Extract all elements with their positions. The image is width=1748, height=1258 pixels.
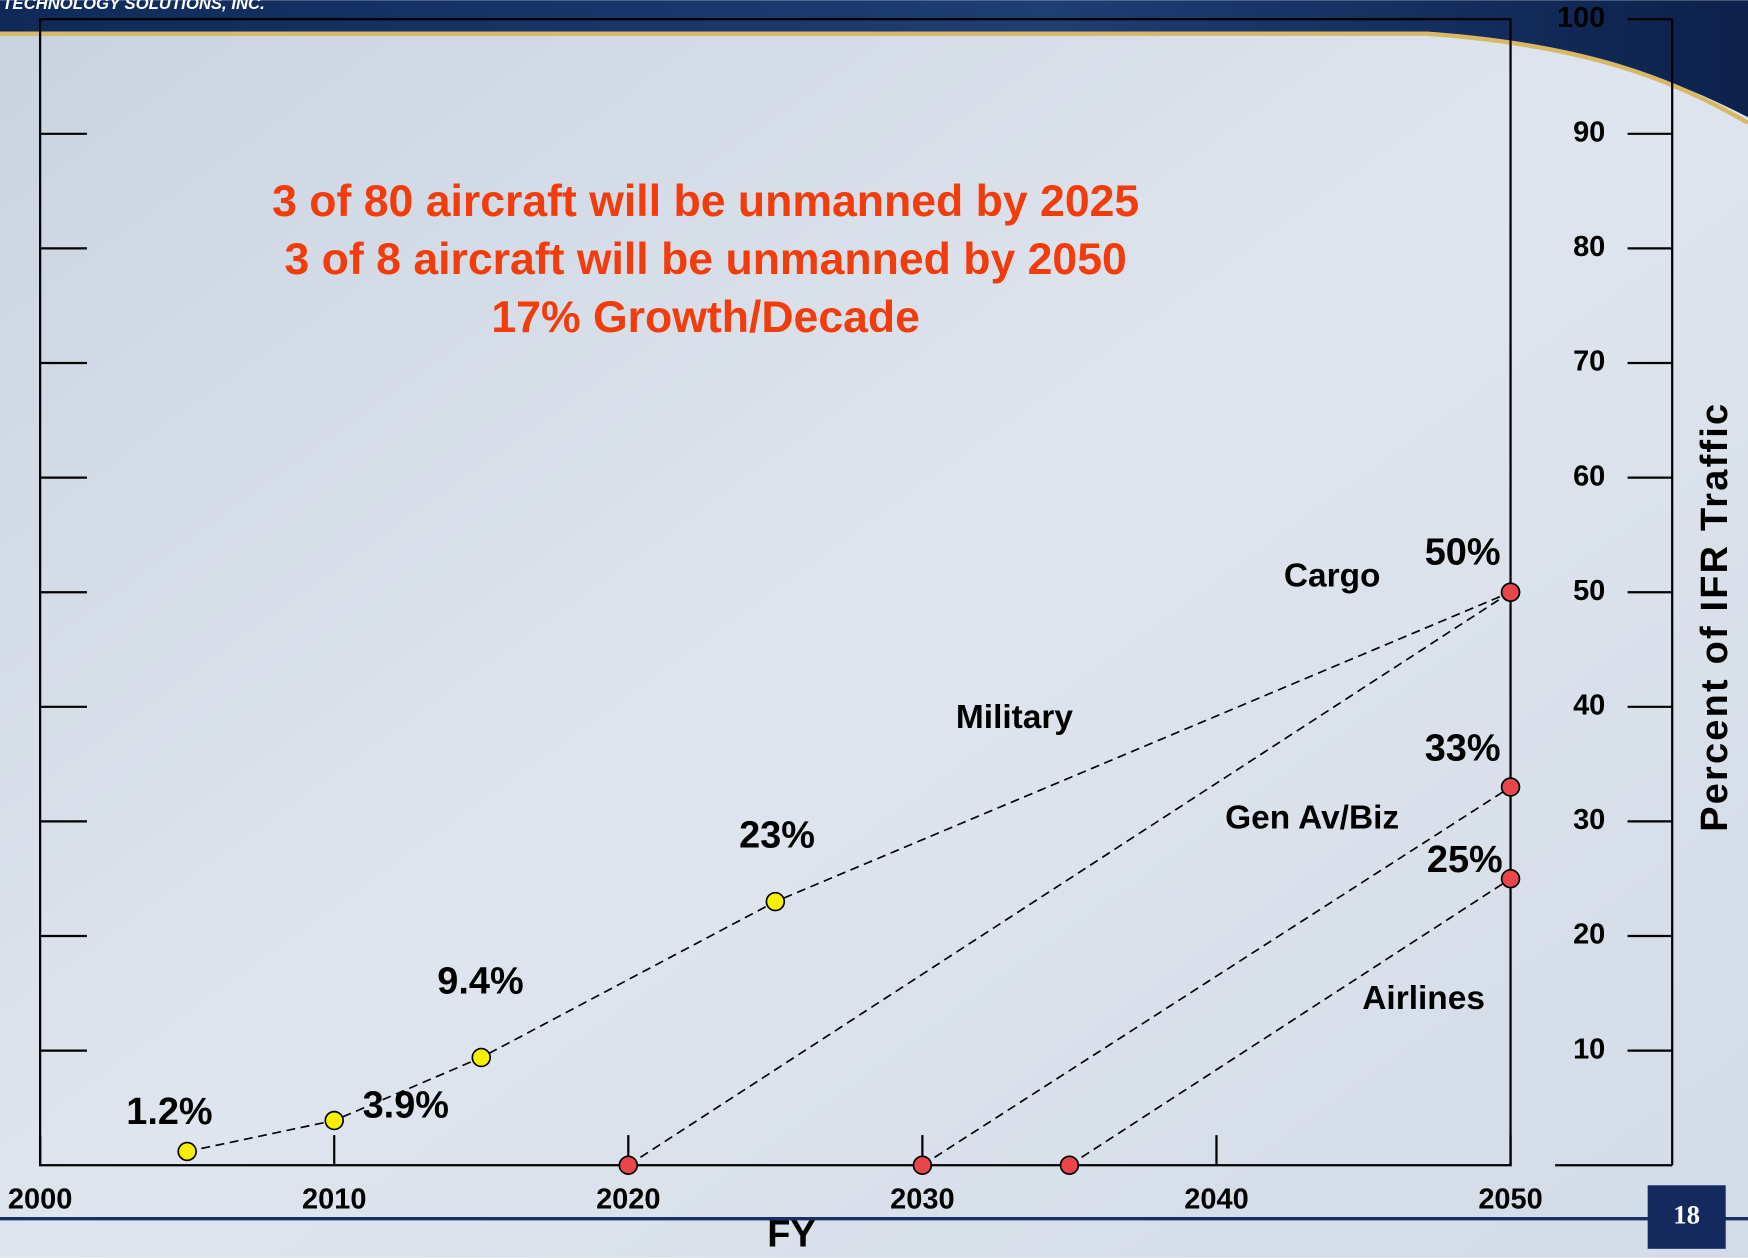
page-number: 18 xyxy=(1673,1200,1700,1230)
x-tick-label: 2050 xyxy=(1478,1184,1542,1216)
value-label: 3.9% xyxy=(363,1084,449,1126)
y-tick-label: 10 xyxy=(1573,1033,1605,1065)
annotation: 3 of 8 aircraft will be unmanned by 2050 xyxy=(285,235,1127,284)
x-tick-label: 2030 xyxy=(890,1184,954,1216)
marker xyxy=(1061,1156,1079,1174)
series-label: Military xyxy=(956,699,1073,736)
x-tick-label: 2000 xyxy=(8,1184,72,1216)
marker xyxy=(178,1143,196,1161)
x-tick-label: 2020 xyxy=(596,1184,660,1216)
y-tick-label: 70 xyxy=(1573,346,1605,378)
series-label: Cargo xyxy=(1284,558,1381,595)
marker xyxy=(619,1156,637,1174)
marker xyxy=(1502,778,1520,796)
x-tick-label: 2040 xyxy=(1184,1184,1248,1216)
header: TECHNOLOGY SOLUTIONS, INC. xyxy=(2,0,265,13)
value-label: 9.4% xyxy=(437,961,523,1003)
x-tick-label: 2010 xyxy=(302,1184,366,1216)
marker xyxy=(766,893,784,911)
series-label: Airlines xyxy=(1362,980,1485,1017)
y-tick-label: 20 xyxy=(1573,919,1605,951)
y-tick-label: 60 xyxy=(1573,460,1605,492)
y-tick-label: 100 xyxy=(1557,2,1605,34)
x-axis-label: FY xyxy=(767,1214,815,1256)
marker xyxy=(325,1112,343,1130)
marker xyxy=(1502,870,1520,888)
value-label: 50% xyxy=(1425,531,1501,573)
page: TECHNOLOGY SOLUTIONS, INC. 18 FY Percent… xyxy=(0,0,1748,1258)
marker xyxy=(913,1156,931,1174)
y-tick-label: 90 xyxy=(1573,116,1605,148)
slide: TECHNOLOGY SOLUTIONS, INC. 18 FY Percent… xyxy=(0,0,1748,1258)
value-label: 1.2% xyxy=(126,1091,212,1133)
marker xyxy=(472,1049,490,1067)
y-tick-label: 40 xyxy=(1573,689,1605,721)
marker xyxy=(1502,583,1520,601)
y-tick-label: 80 xyxy=(1573,231,1605,263)
value-label: 25% xyxy=(1427,839,1503,881)
annotation: 17% Growth/Decade xyxy=(491,293,920,342)
y-tick-label: 30 xyxy=(1573,804,1605,836)
y-axis-label: Percent of IFR Traffic xyxy=(1694,402,1736,832)
annotation: 3 of 80 aircraft will be unmanned by 202… xyxy=(272,177,1139,226)
value-label: 23% xyxy=(739,814,815,856)
value-label: 33% xyxy=(1425,728,1501,770)
series-label: Gen Av/Biz xyxy=(1225,799,1399,836)
y-tick-label: 50 xyxy=(1573,575,1605,607)
